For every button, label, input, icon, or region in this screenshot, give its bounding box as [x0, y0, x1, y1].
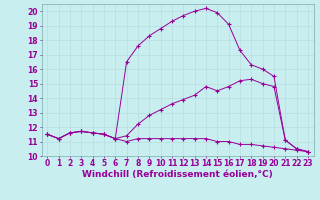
X-axis label: Windchill (Refroidissement éolien,°C): Windchill (Refroidissement éolien,°C)	[82, 170, 273, 179]
